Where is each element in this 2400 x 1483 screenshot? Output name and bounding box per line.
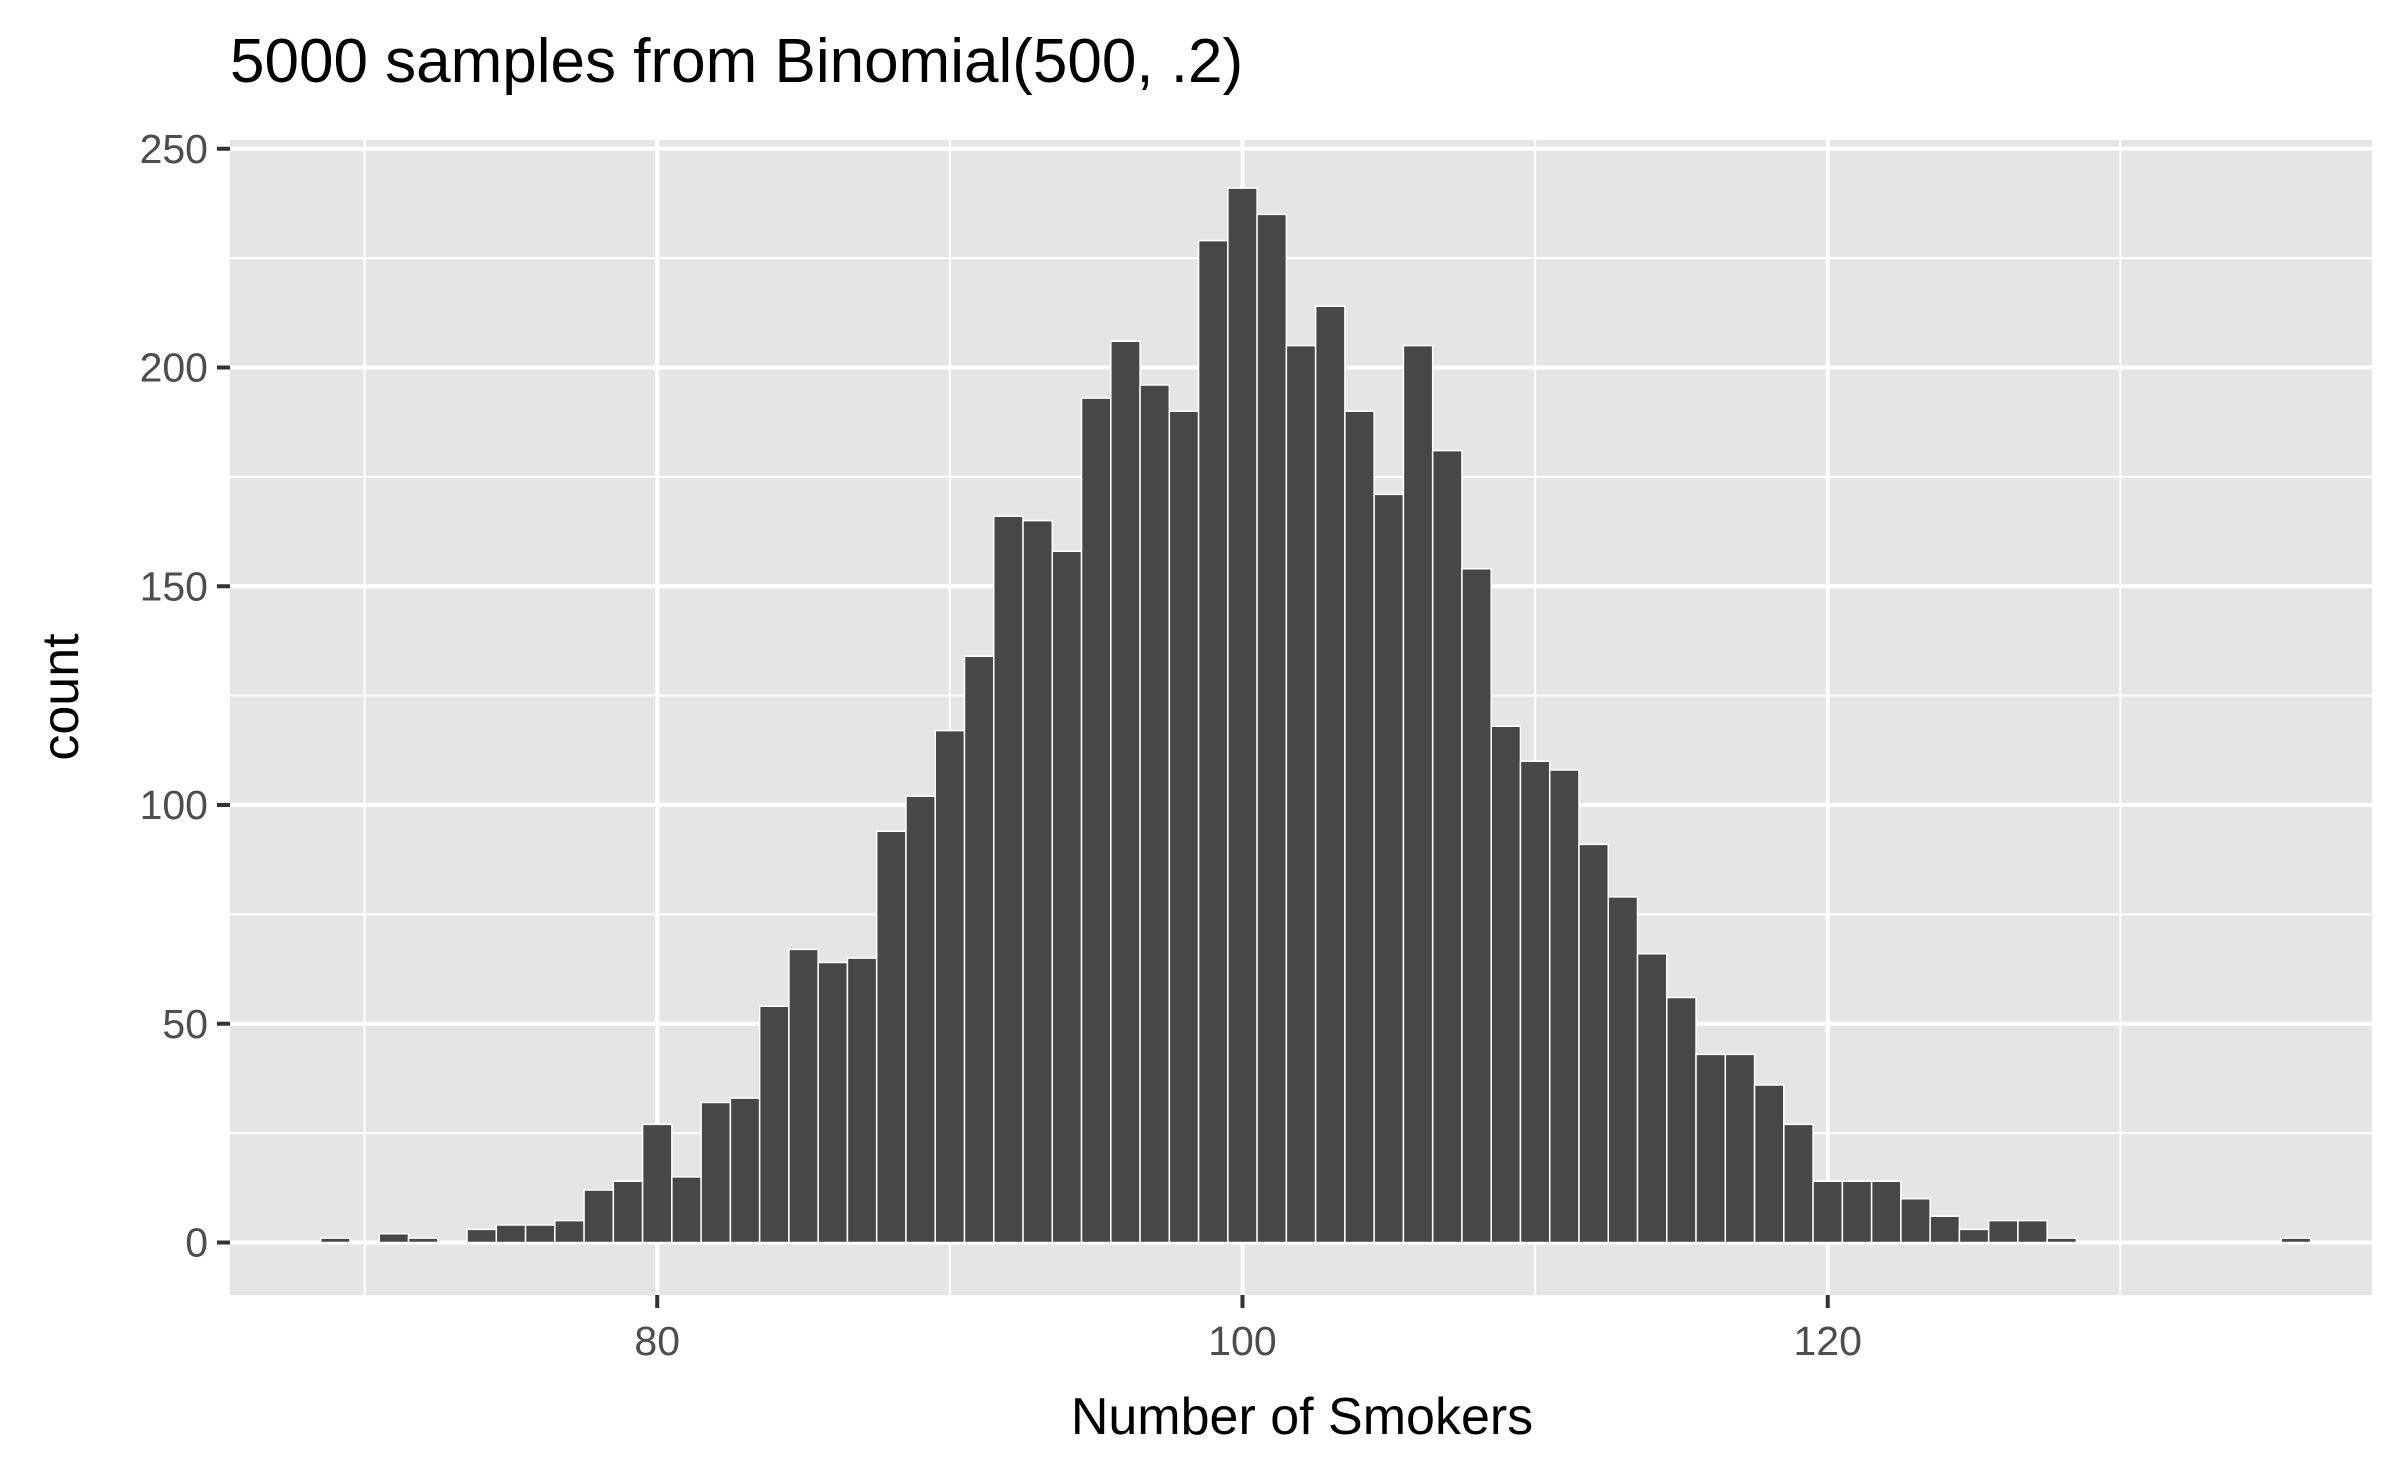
histogram-bar [875, 830, 907, 1244]
histogram-bar [1022, 519, 1054, 1244]
histogram-bar [407, 1237, 439, 1244]
x-tick-label: 80 [634, 1318, 680, 1364]
histogram-bar [1373, 493, 1405, 1244]
histogram-bar [1724, 1053, 1756, 1244]
histogram-bar [1168, 410, 1200, 1244]
histogram-bar [1227, 187, 1258, 1244]
histogram-bar [1841, 1180, 1873, 1244]
chart-title: 5000 samples from Binomial(500, .2) [230, 27, 1243, 96]
histogram-bar [319, 1237, 351, 1244]
histogram-bar [788, 948, 819, 1244]
histogram-bar [934, 729, 966, 1244]
histogram-bar [583, 1189, 615, 1244]
histogram-bar [1139, 384, 1171, 1244]
histogram-bar [1929, 1215, 1961, 1244]
y-tick-label: 0 [185, 1220, 208, 1266]
histogram-bar [1080, 397, 1112, 1244]
histogram-bar [1607, 896, 1639, 1244]
histogram-bar [1987, 1219, 2019, 1244]
histogram-bar [1753, 1084, 1785, 1244]
histogram-bar [1285, 344, 1317, 1244]
histogram-bar [1695, 1053, 1727, 1244]
histogram-bar [1666, 996, 1697, 1244]
x-tick-label: 120 [1794, 1318, 1862, 1364]
y-tick-label: 100 [140, 782, 208, 828]
histogram-bar [2280, 1237, 2312, 1244]
histogram-bar [1490, 725, 1522, 1244]
y-axis: 0 50 100 150 200 250 [140, 126, 230, 1266]
histogram-bar [1461, 568, 1492, 1244]
histogram-bar [1197, 239, 1229, 1244]
histogram-bar [2017, 1219, 2048, 1244]
histogram-bar [1958, 1228, 1990, 1244]
bars [319, 187, 2312, 1244]
histogram-bar [1519, 760, 1551, 1244]
histogram-bar [1578, 843, 1610, 1244]
histogram-bar [1636, 953, 1668, 1244]
histogram-bar [1110, 340, 1141, 1244]
histogram-bar [1812, 1180, 1844, 1244]
y-axis-title: count [32, 633, 90, 761]
histogram-bar [671, 1176, 702, 1244]
histogram-bar [378, 1233, 410, 1244]
histogram-bar [700, 1101, 732, 1244]
y-tick-label: 250 [140, 126, 208, 172]
histogram-bar [1314, 305, 1346, 1244]
histogram-bar [1402, 344, 1434, 1244]
histogram-bar [905, 795, 936, 1244]
histogram-bar [612, 1180, 644, 1244]
histogram-bar [817, 961, 849, 1244]
x-tick-label: 100 [1208, 1318, 1276, 1364]
histogram-bar [758, 1005, 790, 1244]
histogram-bar [641, 1123, 673, 1244]
histogram-bar [963, 655, 995, 1244]
histogram-bar [1548, 769, 1580, 1244]
histogram-bar [495, 1224, 527, 1244]
histogram-bar [1051, 550, 1083, 1244]
histogram-bar [1783, 1123, 1814, 1244]
histogram-bar [846, 957, 878, 1244]
y-tick-label: 50 [162, 1001, 208, 1047]
histogram-bar [466, 1228, 498, 1244]
y-tick-label: 150 [140, 563, 208, 609]
histogram-bar [729, 1097, 761, 1244]
histogram-bar [992, 515, 1024, 1244]
histogram-bar [1431, 449, 1463, 1244]
y-tick-label: 200 [140, 345, 208, 391]
histogram-bar [1344, 410, 1375, 1244]
histogram-bar [554, 1219, 585, 1244]
histogram-bar [1256, 213, 1288, 1244]
x-axis: 80 100 120 [634, 1295, 1862, 1364]
histogram-bar [524, 1224, 556, 1244]
histogram-bar [1870, 1180, 1902, 1244]
x-axis-title: Number of Smokers [1071, 1388, 1533, 1446]
histogram-bar [2046, 1237, 2078, 1244]
histogram-bar [1900, 1198, 1931, 1244]
